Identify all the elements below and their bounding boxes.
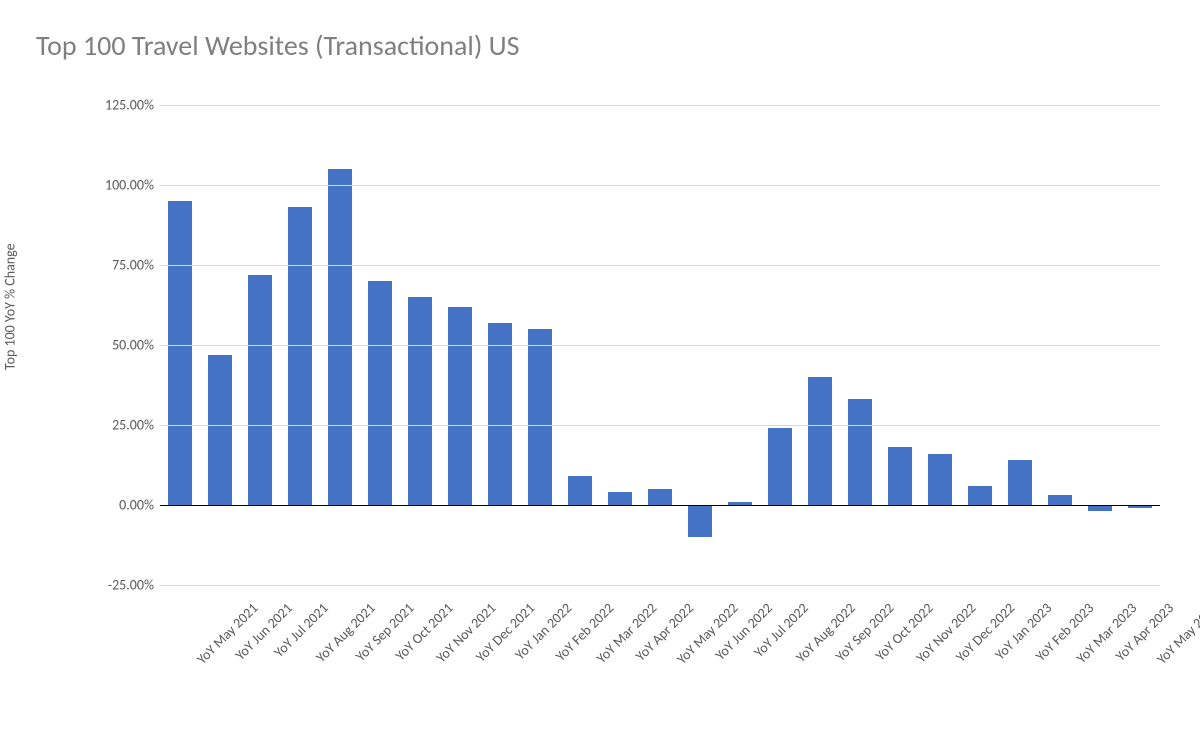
y-tick-label: 25.00% [74,417,154,434]
plot-area [160,105,1160,585]
bar [688,505,711,537]
bar [368,281,391,505]
bar [288,207,311,505]
bar [488,323,511,505]
bar [648,489,671,505]
gridline [160,265,1160,266]
y-tick-label: 100.00% [74,177,154,194]
y-tick-label: 50.00% [74,337,154,354]
bar [248,275,271,505]
bar [528,329,551,505]
bar [168,201,191,505]
chart-title: Top 100 Travel Websites (Transactional) … [36,28,520,63]
y-tick-label: 125.00% [74,97,154,114]
bar [808,377,831,505]
bar [608,492,631,505]
y-axis-label: Top 100 YoY % Change [2,243,19,370]
bar [448,307,471,505]
bar [328,169,351,505]
bar [1008,460,1031,505]
y-tick-label: 0.00% [74,497,154,514]
bar [208,355,231,505]
gridline [160,585,1160,586]
bar [968,486,991,505]
chart-container: Top 100 Travel Websites (Transactional) … [0,0,1200,742]
bar [408,297,431,505]
bar [768,428,791,505]
y-tick-label: -25.00% [74,577,154,594]
bar [1048,495,1071,505]
gridline [160,185,1160,186]
bar [928,454,951,505]
bar [888,447,911,505]
gridline [160,345,1160,346]
gridline [160,105,1160,106]
zero-line [160,505,1160,506]
bar [848,399,871,505]
gridline [160,425,1160,426]
y-tick-label: 75.00% [74,257,154,274]
bar [568,476,591,505]
